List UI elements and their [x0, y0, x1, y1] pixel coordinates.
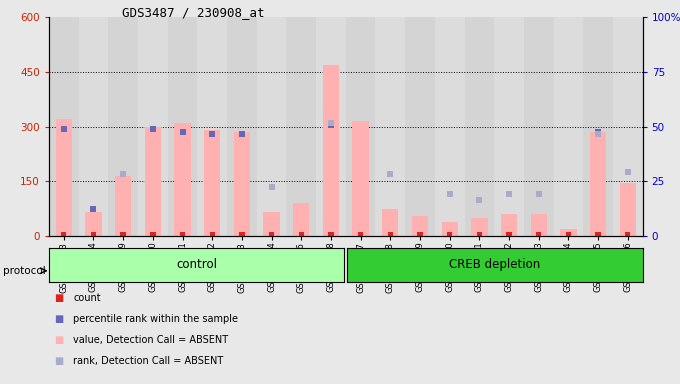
Bar [269, 232, 274, 236]
Bar [286, 17, 316, 236]
Bar [566, 232, 571, 236]
Bar [293, 204, 309, 236]
Bar [619, 183, 636, 236]
Bar [346, 17, 375, 236]
Text: percentile rank within the sample: percentile rank within the sample [73, 314, 239, 324]
Bar [501, 214, 517, 236]
Bar [180, 232, 185, 236]
Text: ■: ■ [54, 335, 64, 345]
Bar [596, 232, 600, 236]
Text: count: count [73, 293, 101, 303]
Bar [120, 232, 126, 236]
Bar [316, 17, 346, 236]
Bar [49, 17, 79, 236]
Bar [358, 232, 363, 236]
Bar [323, 65, 339, 236]
Bar [507, 232, 512, 236]
Bar [418, 232, 423, 236]
Bar [91, 232, 96, 236]
Text: control: control [176, 258, 217, 271]
Text: ■: ■ [54, 293, 64, 303]
Bar [79, 17, 108, 236]
Bar [625, 232, 630, 236]
Bar [494, 17, 524, 236]
Bar [85, 212, 101, 236]
Bar [108, 17, 138, 236]
Bar [227, 17, 257, 236]
Bar [209, 232, 215, 236]
Bar [197, 17, 227, 236]
Bar [464, 17, 494, 236]
Bar [471, 218, 488, 236]
Bar [435, 17, 464, 236]
Text: ■: ■ [54, 314, 64, 324]
Bar [239, 232, 245, 236]
Bar [412, 216, 428, 236]
Text: CREB depletion: CREB depletion [449, 258, 541, 271]
Bar [554, 17, 583, 236]
Bar [382, 209, 398, 236]
Text: protocol: protocol [3, 266, 46, 276]
Bar [145, 127, 161, 236]
Bar [150, 232, 156, 236]
Bar [61, 232, 67, 236]
Bar [447, 232, 452, 236]
Bar [524, 17, 554, 236]
Bar [388, 232, 393, 236]
Text: rank, Detection Call = ABSENT: rank, Detection Call = ABSENT [73, 356, 224, 366]
Bar [405, 17, 435, 236]
Bar [204, 131, 220, 236]
Bar [174, 123, 190, 236]
Bar [328, 232, 334, 236]
Text: value, Detection Call = ABSENT: value, Detection Call = ABSENT [73, 335, 228, 345]
Bar [583, 17, 613, 236]
Text: ■: ■ [54, 356, 64, 366]
Bar [477, 232, 482, 236]
Bar [115, 176, 131, 236]
Bar [138, 17, 168, 236]
Bar [263, 212, 279, 236]
Bar [613, 17, 643, 236]
Bar [560, 229, 577, 236]
Bar [257, 17, 286, 236]
Bar [352, 121, 369, 236]
Bar [168, 17, 197, 236]
Bar [441, 222, 458, 236]
Bar [590, 132, 607, 236]
Bar [375, 17, 405, 236]
Bar [536, 232, 541, 236]
Bar [234, 132, 250, 236]
Text: GDS3487 / 230908_at: GDS3487 / 230908_at [122, 6, 265, 19]
Bar [530, 214, 547, 236]
Bar [299, 232, 304, 236]
Bar [56, 119, 72, 236]
